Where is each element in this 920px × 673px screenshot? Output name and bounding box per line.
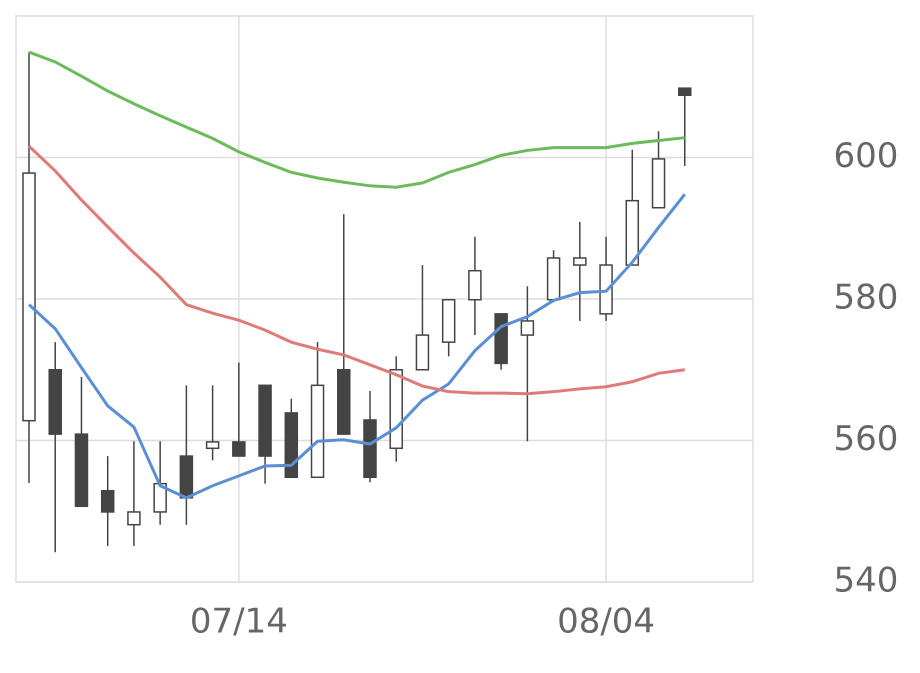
candle-body — [573, 257, 587, 266]
ma-line — [27, 145, 685, 396]
candle-body — [625, 199, 640, 266]
candle-body — [441, 298, 456, 343]
candle-body — [389, 369, 403, 450]
x-tick-label: 07/14 — [190, 602, 288, 642]
candle-body — [651, 158, 666, 209]
candle-body — [258, 384, 272, 457]
candle-body — [74, 433, 89, 508]
ma-line — [28, 50, 685, 189]
candle-body — [100, 489, 115, 513]
candle-body — [363, 419, 377, 479]
candle-body — [48, 369, 62, 435]
candle-body — [205, 441, 220, 450]
y-tick-label: 600 — [834, 136, 899, 176]
candle-body — [415, 334, 430, 371]
candle-body — [337, 369, 351, 435]
candle-body — [520, 320, 535, 336]
candle-body — [284, 412, 299, 479]
candle-body — [310, 384, 325, 479]
y-tick-label: 580 — [834, 278, 899, 318]
candle-body — [494, 313, 508, 365]
candle-body — [678, 87, 692, 96]
candle-body — [127, 511, 141, 526]
candle-body — [22, 172, 36, 422]
candle-body — [232, 441, 246, 457]
x-tick-label: 08/04 — [557, 602, 655, 642]
candle-body — [546, 257, 561, 301]
y-tick-label: 560 — [834, 419, 899, 459]
ma-line — [27, 193, 686, 500]
candle-body — [179, 455, 194, 499]
y-tick-label: 540 — [834, 561, 899, 601]
candle-body — [468, 269, 482, 301]
